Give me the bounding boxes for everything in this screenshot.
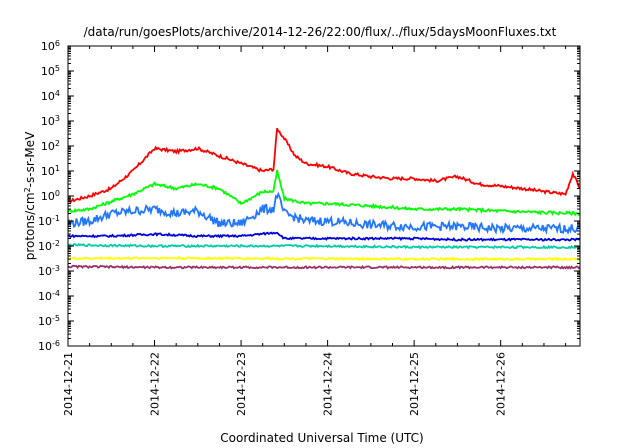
y-tick-exp: 2 bbox=[55, 139, 60, 148]
series-line-7 bbox=[67, 264, 581, 270]
y-tick-label: 10-2 bbox=[38, 239, 60, 254]
y-tick-exp: -1 bbox=[52, 214, 60, 223]
x-tick-label: 2014-12-23 bbox=[235, 352, 248, 416]
y-tick-label: 10-5 bbox=[38, 314, 60, 329]
y-tick-label: 105 bbox=[41, 64, 60, 79]
y-tick-exp: 6 bbox=[55, 39, 60, 48]
series-line-4 bbox=[67, 231, 581, 242]
y-tick-base: 10 bbox=[38, 315, 52, 328]
y-tick-base: 10 bbox=[41, 65, 55, 78]
y-tick-exp: 1 bbox=[55, 164, 60, 173]
x-tick-label: 2014-12-22 bbox=[149, 352, 162, 416]
y-tick-base: 10 bbox=[38, 340, 52, 353]
series-line-2 bbox=[67, 169, 581, 217]
plot-frame bbox=[67, 45, 581, 347]
y-tick-exp: 3 bbox=[55, 114, 60, 123]
x-axis-label: Coordinated Universal Time (UTC) bbox=[220, 431, 423, 445]
y-tick-label: 101 bbox=[41, 164, 60, 179]
y-tick-label: 10-6 bbox=[38, 339, 60, 354]
y-tick-exp: 0 bbox=[55, 189, 60, 198]
y-axis-label: protons/cm2-s-sr-MeV bbox=[23, 131, 38, 260]
y-tick-label: 10-4 bbox=[38, 289, 60, 304]
y-tick-base: 10 bbox=[41, 190, 55, 203]
y-tick-base: 10 bbox=[41, 165, 55, 178]
y-tick-base: 10 bbox=[38, 215, 52, 228]
y-tick-label: 102 bbox=[41, 139, 60, 154]
y-axis-ticks: 10-610-510-410-310-210-11001011021031041… bbox=[38, 39, 580, 354]
x-axis-ticks: 2014-12-21 2014-12-22 2014-12-23 2014-12-24… bbox=[62, 46, 567, 416]
series-layer bbox=[67, 127, 581, 270]
y-tick-label: 103 bbox=[41, 114, 60, 129]
x-tick-label: 2014-12-24 bbox=[322, 352, 335, 416]
y-tick-base: 10 bbox=[41, 115, 55, 128]
series-line-6 bbox=[67, 255, 581, 262]
y-tick-label: 100 bbox=[41, 189, 60, 204]
series-line-3 bbox=[67, 191, 581, 236]
y-tick-label: 10-3 bbox=[38, 264, 60, 279]
y-axis-label-base: protons/cm bbox=[23, 192, 37, 260]
series-line-5 bbox=[67, 242, 581, 250]
y-tick-base: 10 bbox=[41, 140, 55, 153]
y-tick-label: 104 bbox=[41, 89, 60, 104]
series-line-1 bbox=[67, 127, 581, 204]
y-tick-base: 10 bbox=[38, 290, 52, 303]
y-tick-exp: 4 bbox=[55, 89, 60, 98]
y-axis-label-rest: -s-sr-MeV bbox=[23, 131, 37, 187]
y-tick-base: 10 bbox=[38, 240, 52, 253]
y-tick-exp: -2 bbox=[52, 239, 60, 248]
x-tick-label: 2014-12-26 bbox=[495, 352, 508, 416]
y-tick-exp: -6 bbox=[52, 339, 60, 348]
y-tick-base: 10 bbox=[41, 90, 55, 103]
y-tick-exp: -3 bbox=[52, 264, 60, 273]
y-tick-label: 106 bbox=[41, 39, 60, 54]
y-tick-base: 10 bbox=[41, 40, 55, 53]
y-tick-base: 10 bbox=[38, 265, 52, 278]
y-tick-exp: 5 bbox=[55, 64, 60, 73]
y-tick-exp: -5 bbox=[52, 314, 60, 323]
y-axis-label-sup: 2 bbox=[23, 187, 32, 192]
x-tick-label: 2014-12-25 bbox=[408, 352, 421, 416]
y-tick-exp: -4 bbox=[52, 289, 60, 298]
x-tick-label: 2014-12-21 bbox=[62, 352, 75, 416]
y-tick-label: 10-1 bbox=[38, 214, 60, 229]
chart-title: /data/run/goesPlots/archive/2014-12-26/2… bbox=[84, 25, 557, 39]
